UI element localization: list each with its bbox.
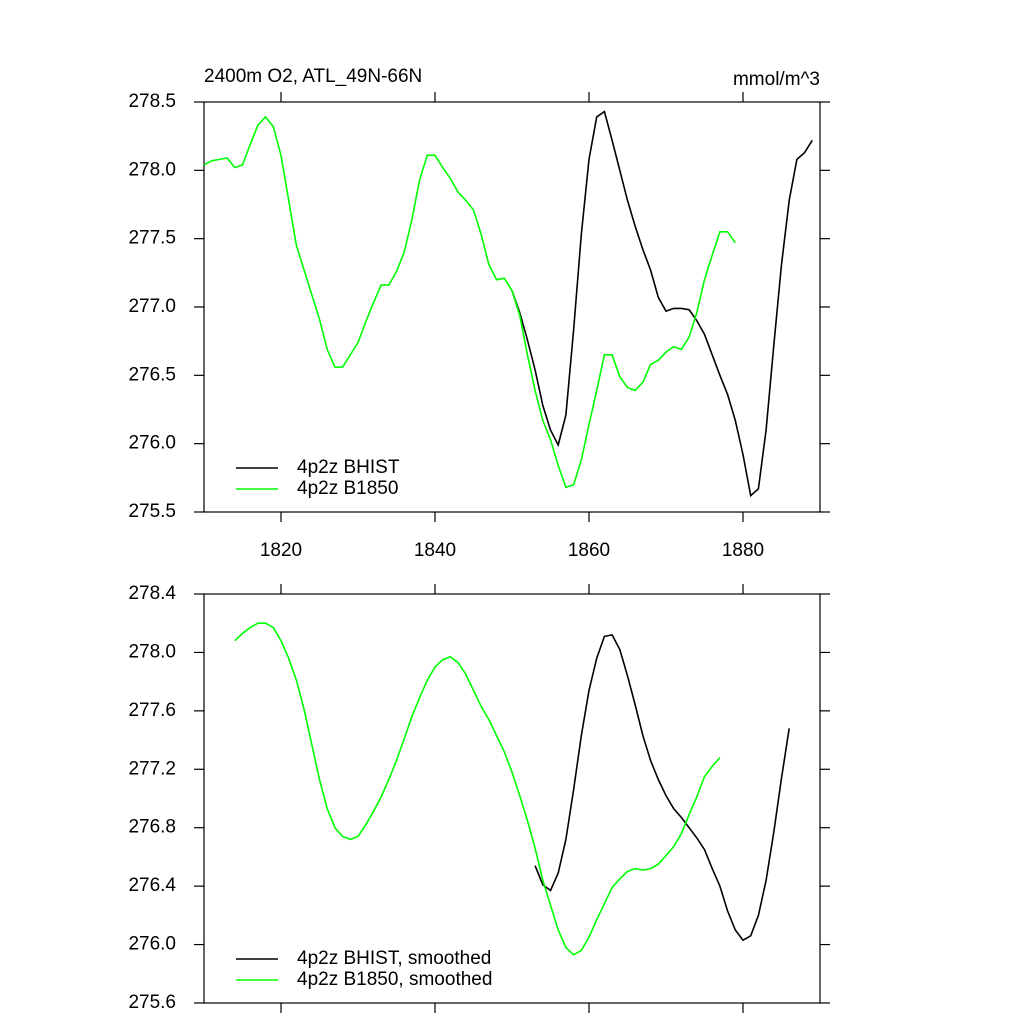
x-tick-label: 1820	[260, 540, 302, 561]
data-line	[511, 110, 813, 498]
legend-label: 4p2z BHIST	[297, 457, 400, 478]
y-tick-label: 277.2	[128, 758, 176, 779]
y-tick-label: 275.5	[128, 501, 176, 522]
y-tick-label: 278.5	[128, 91, 176, 112]
legend-label: 4p2z B1850, smoothed	[297, 969, 492, 990]
y-tick-label: 277.6	[128, 700, 176, 721]
y-tick-label: 278.0	[128, 641, 176, 662]
chart-title: 2400m O2, ATL_49N-66N	[204, 66, 422, 87]
y-tick-label: 277.5	[128, 228, 176, 249]
data-line	[534, 634, 790, 942]
legend-label: 4p2z BHIST, smoothed	[297, 948, 491, 969]
y-tick-label: 278.0	[128, 159, 176, 180]
x-tick-label: 1880	[722, 540, 764, 561]
plot-frame	[203, 101, 821, 513]
x-tick-label: 1840	[414, 540, 456, 561]
y-tick-label: 277.0	[128, 296, 176, 317]
y-tick-label: 275.6	[128, 992, 176, 1013]
plot-frame	[203, 593, 821, 1004]
units-label: mmol/m^3	[733, 69, 820, 90]
legend-label: 4p2z B1850	[297, 478, 398, 499]
y-tick-label: 276.0	[128, 433, 176, 454]
x-tick-label: 1860	[568, 540, 610, 561]
data-line	[203, 115, 736, 489]
y-tick-label: 278.4	[128, 583, 176, 604]
y-tick-label: 276.0	[128, 934, 176, 955]
y-tick-label: 276.5	[128, 364, 176, 385]
data-line	[234, 622, 721, 956]
y-tick-label: 276.8	[128, 817, 176, 838]
y-tick-label: 276.4	[128, 875, 176, 896]
